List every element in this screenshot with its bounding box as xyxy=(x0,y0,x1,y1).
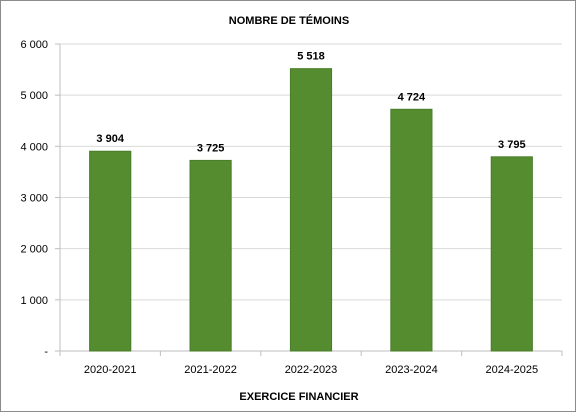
data-label: 4 724 xyxy=(398,91,426,103)
bar xyxy=(189,159,232,352)
y-tick-label: 5 000 xyxy=(20,90,48,102)
data-label: 3 904 xyxy=(96,133,124,145)
data-label: 3 725 xyxy=(197,142,225,154)
x-tick-label: 2021-2022 xyxy=(184,364,237,376)
y-tick-label: 6 000 xyxy=(20,39,48,51)
chart-title: NOMBRE DE TÉMOINS xyxy=(229,14,349,27)
data-label: 5 518 xyxy=(297,51,325,63)
y-tick-label: 4 000 xyxy=(20,141,48,153)
bar xyxy=(89,150,132,352)
x-tick-label: 2024-2025 xyxy=(485,364,538,376)
data-label: 3 795 xyxy=(498,139,526,151)
bar xyxy=(289,68,333,352)
bar xyxy=(490,156,533,352)
y-tick-label: 3 000 xyxy=(20,193,48,205)
x-tick-labels: 2020-2021 2021-2022 2022-2023 2023-2024 2024… xyxy=(84,364,538,376)
y-tick-label: 2 000 xyxy=(20,244,48,256)
y-tick-labels: - 1 000 2 000 3 000 4 000 5 000 6 000 xyxy=(20,39,48,358)
x-tick-label: 2023-2024 xyxy=(385,364,438,376)
x-axis-title: EXERCICE FINANCIER xyxy=(239,391,358,403)
data-labels: 3 904 3 725 5 518 4 724 3 795 xyxy=(96,51,525,155)
x-tick-label: 2022-2023 xyxy=(285,364,338,376)
y-tick-label: 1 000 xyxy=(20,295,48,307)
bar xyxy=(390,108,433,352)
x-tick-label: 2020-2021 xyxy=(84,364,137,376)
bars xyxy=(89,68,533,352)
y-tick-label: - xyxy=(44,346,48,358)
